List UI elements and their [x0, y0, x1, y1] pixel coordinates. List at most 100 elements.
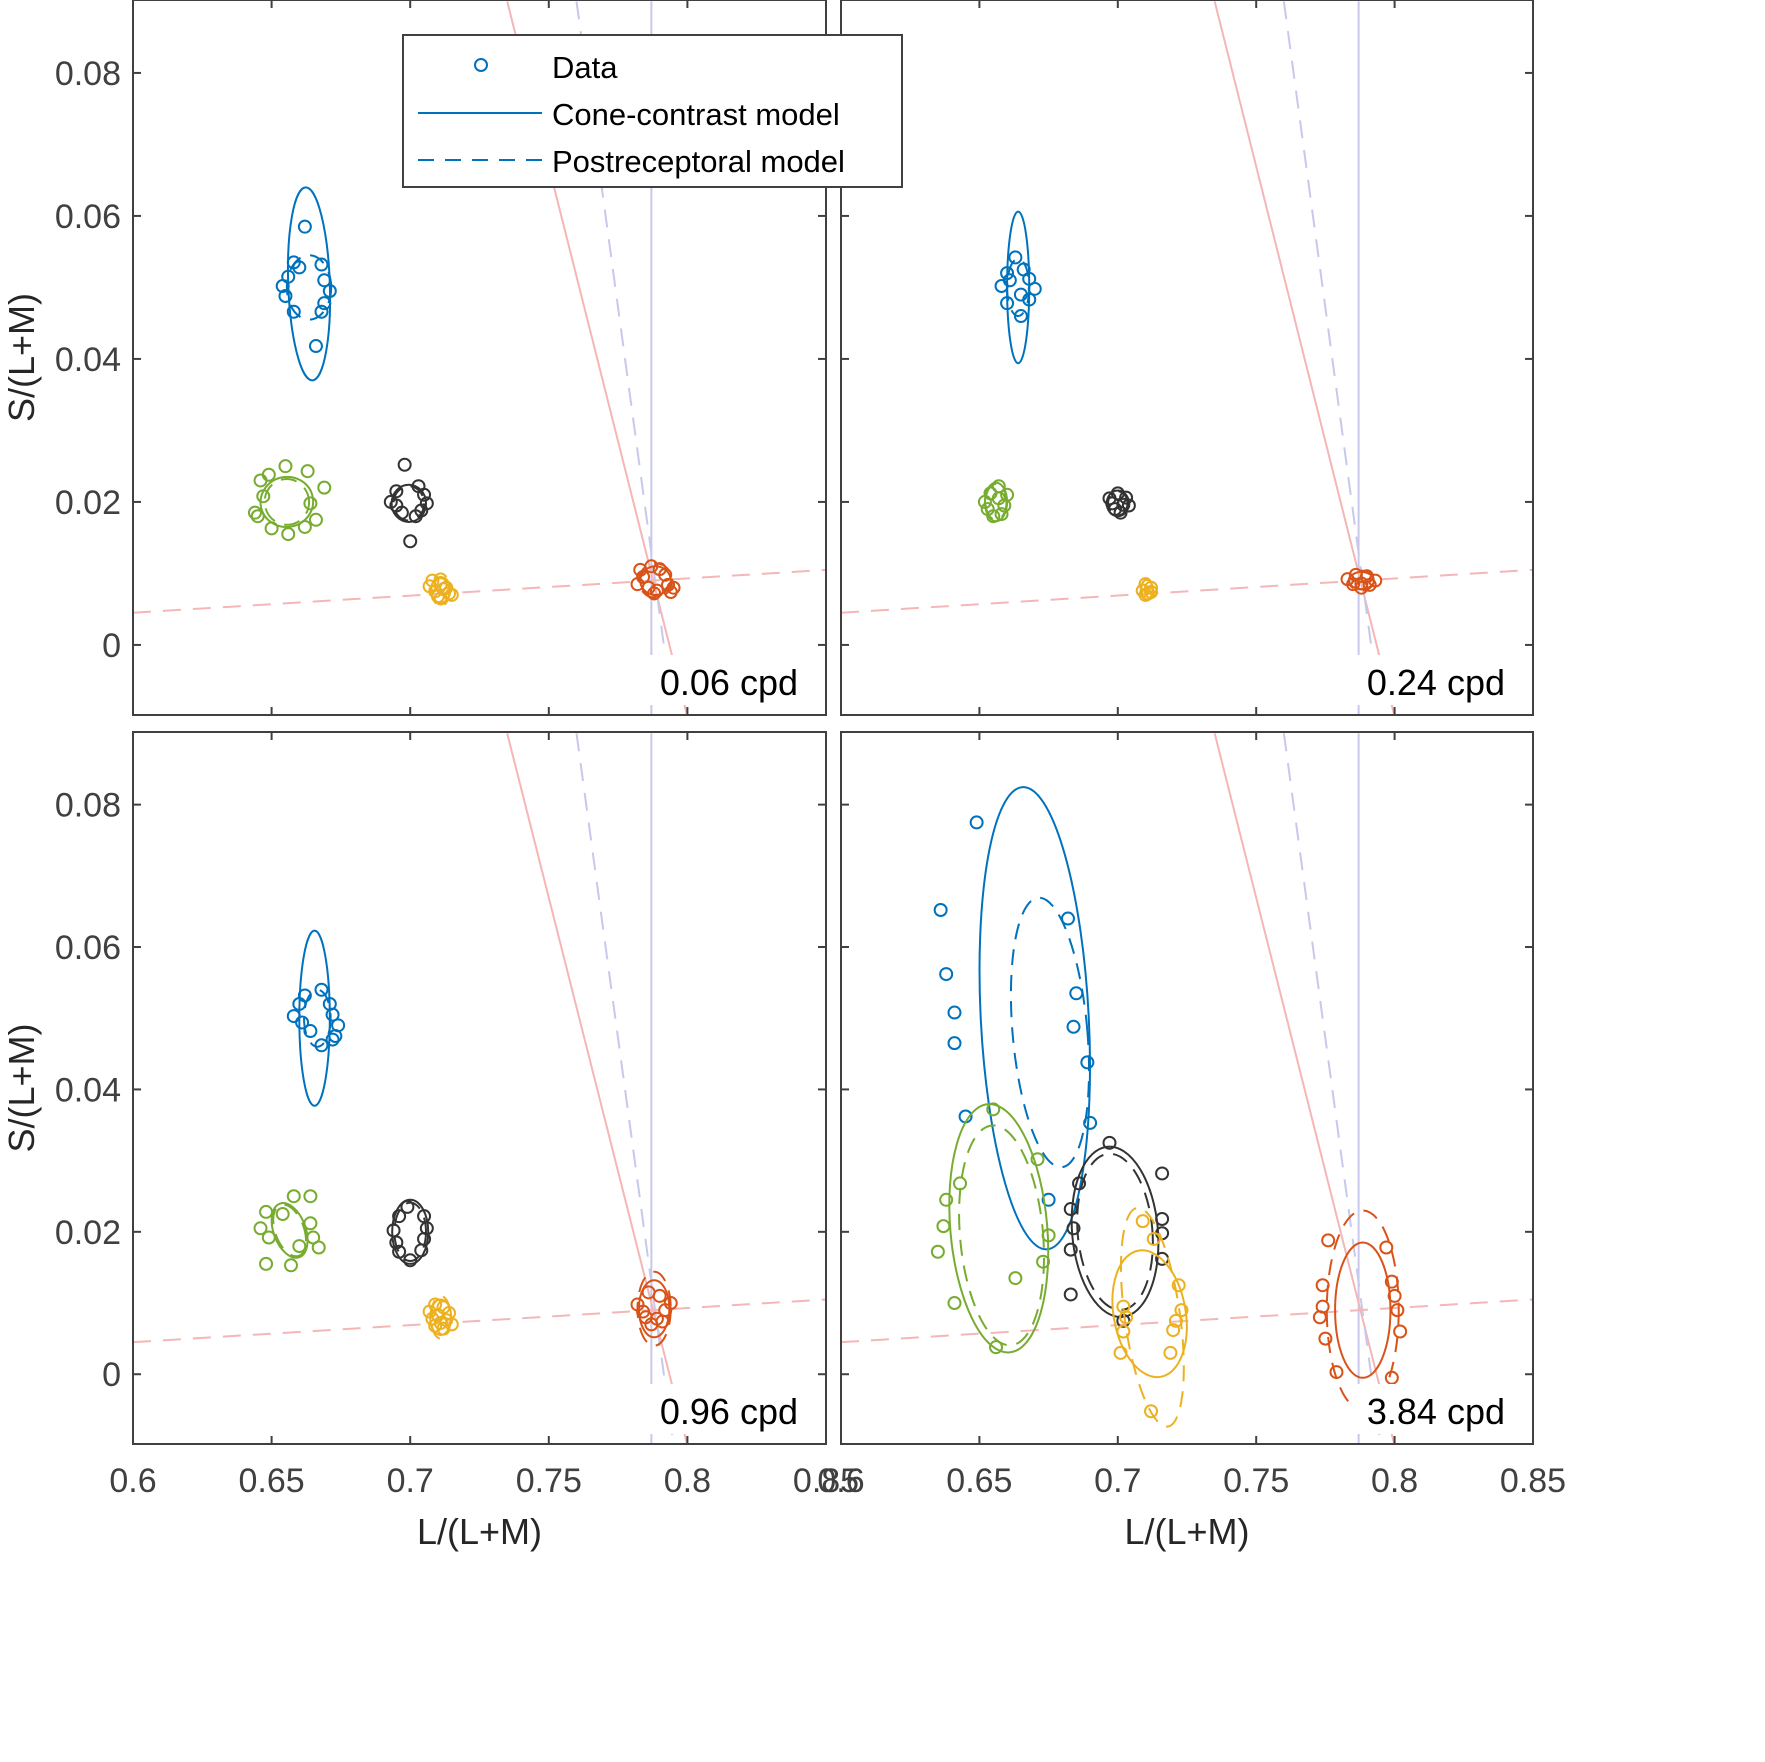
data-point-blue: [325, 1007, 340, 1022]
group-yellow: [1111, 1206, 1189, 1428]
data-point-orange: [1390, 1303, 1405, 1318]
data-point-black: [392, 1244, 407, 1259]
data-point-blue: [1027, 281, 1042, 296]
data-point-orange: [1346, 577, 1361, 592]
data-point-green: [256, 489, 271, 504]
group-green: [247, 459, 332, 542]
data-point-orange: [1362, 577, 1377, 592]
y-tick-label: 0.06: [55, 929, 121, 967]
data-point-black: [389, 484, 404, 499]
group-green: [253, 1189, 326, 1273]
group-black: [1102, 486, 1136, 520]
plot-area: [841, 0, 1533, 715]
group-blue: [286, 929, 346, 1107]
data-point-orange: [649, 583, 664, 598]
x-tick-label: 0.8: [1371, 1462, 1418, 1500]
data-point-orange: [1384, 1370, 1399, 1385]
data-point-yellow: [422, 1304, 437, 1319]
data-point-green: [311, 1240, 326, 1255]
data-point-black: [1102, 1135, 1117, 1150]
data-point-orange: [1387, 1288, 1402, 1303]
data-point-orange: [644, 559, 659, 574]
data-point-orange: [658, 567, 673, 582]
data-point-blue: [314, 1038, 329, 1053]
x-tick-label: 0.85: [793, 1462, 859, 1500]
data-point-blue: [317, 296, 332, 311]
data-point-green: [292, 1239, 307, 1254]
postreceptoral-ellipse-blue: [1009, 896, 1091, 1169]
data-point-blue: [317, 273, 332, 288]
data-point-black: [1121, 498, 1136, 513]
data-point-blue: [1069, 986, 1084, 1001]
cone-contrast-ellipse-blue: [978, 786, 1092, 1251]
data-point-orange: [1318, 1331, 1333, 1346]
data-point-yellow: [436, 1321, 451, 1336]
data-point-blue: [295, 1015, 310, 1030]
data-point-green: [247, 505, 262, 520]
data-point-green: [275, 1207, 290, 1222]
data-point-green: [1036, 1254, 1051, 1269]
panel-label-cpd: 0.06 cpd: [660, 662, 798, 703]
data-point-green: [281, 527, 296, 542]
y-tick-label: 0.08: [55, 55, 121, 93]
data-point-green: [936, 1219, 951, 1234]
data-point-green: [253, 473, 268, 488]
data-point-blue: [308, 339, 323, 354]
data-point-yellow: [1168, 1313, 1183, 1328]
data-point-green: [1030, 1152, 1045, 1167]
data-point-yellow: [1119, 1310, 1134, 1325]
data-point-black: [417, 487, 432, 502]
group-blue: [275, 186, 337, 382]
data-point-blue: [1000, 266, 1015, 281]
data-point-blue: [1000, 296, 1015, 311]
data-point-black: [403, 534, 418, 549]
data-point-black: [1066, 1221, 1081, 1236]
data-point-green: [994, 507, 1009, 522]
data-point-yellow: [1171, 1278, 1186, 1293]
reference-line-horizontal-pink: [133, 1298, 826, 1344]
data-point-green: [1008, 1271, 1023, 1286]
y-tick-label: 0: [102, 1356, 121, 1394]
axes-frame: [840, 0, 1534, 716]
x-tick-label: 0.6: [109, 1462, 156, 1500]
data-point-blue: [314, 982, 329, 997]
group-orange: [630, 1270, 678, 1347]
data-point-blue: [1083, 1115, 1098, 1130]
postreceptoral-ellipse-green: [272, 1203, 308, 1258]
data-point-green: [986, 509, 1001, 524]
data-point-blue: [314, 304, 329, 319]
data-point-orange: [1315, 1278, 1330, 1293]
data-point-yellow: [425, 1311, 440, 1326]
x-tick-label: 0.85: [1500, 1462, 1566, 1500]
data-point-yellow: [1174, 1303, 1189, 1318]
data-point-green: [286, 1189, 301, 1204]
axes-frame: [132, 731, 827, 1445]
legend-label-data: Data: [552, 50, 618, 85]
data-point-orange: [655, 1314, 670, 1329]
x-tick-label: 0.7: [387, 1462, 434, 1500]
postreceptoral-ellipse-black: [392, 485, 426, 522]
data-point-blue: [1013, 309, 1028, 324]
data-point-green: [284, 1258, 299, 1273]
data-point-yellow: [433, 591, 448, 606]
data-point-blue: [297, 219, 312, 234]
y-tick-label: 0.06: [55, 198, 121, 236]
x-tick-label: 0.6: [817, 1462, 864, 1500]
y-tick-label: 0.04: [55, 1071, 121, 1109]
data-point-green: [986, 1102, 1001, 1117]
data-point-black: [1063, 1287, 1078, 1302]
data-point-blue: [278, 289, 293, 304]
y-tick-label: 0.08: [55, 787, 121, 825]
x-tick-label: 0.75: [1223, 1462, 1289, 1500]
data-point-blue: [947, 1036, 962, 1051]
data-point-green: [253, 1221, 268, 1236]
data-point-blue: [303, 1024, 318, 1039]
data-point-green: [308, 512, 323, 527]
data-point-black: [414, 1243, 429, 1258]
data-point-green: [317, 480, 332, 495]
data-point-yellow: [444, 1317, 459, 1332]
legend: Data Cone-contrast model Postreceptoral …: [402, 34, 903, 188]
plot-content: [841, 733, 1533, 1444]
x-tick-label: 0.7: [1094, 1462, 1141, 1500]
data-point-black: [1155, 1212, 1170, 1227]
